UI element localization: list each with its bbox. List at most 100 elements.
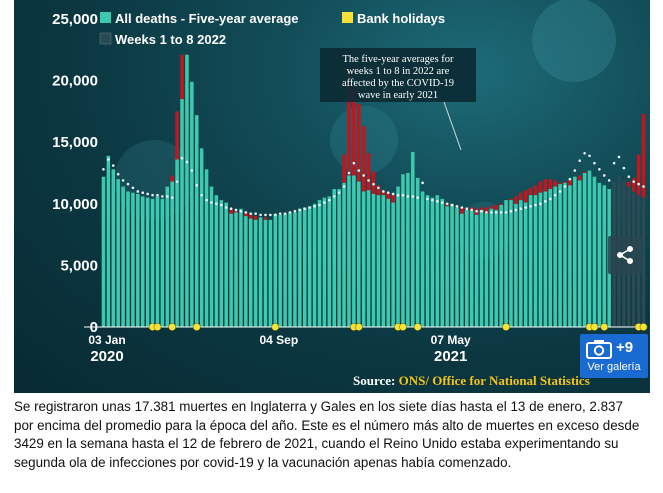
excess-bar	[253, 216, 258, 220]
bar	[327, 196, 332, 327]
x-tick-year: 2021	[434, 348, 467, 365]
bar	[145, 197, 150, 327]
bar	[386, 198, 390, 327]
average-dot	[460, 206, 464, 209]
bar	[519, 200, 523, 327]
excess-bar	[175, 111, 179, 160]
bar	[528, 195, 533, 327]
excess-bar	[460, 207, 464, 214]
average-dot	[283, 212, 287, 215]
legend-weeks-2022: Weeks 1 to 8 2022	[115, 32, 226, 47]
average-dot	[627, 175, 631, 178]
average-dot	[200, 193, 203, 197]
bar-chart: All deaths - Five-year average Bank holi…	[52, 0, 648, 388]
bar	[460, 213, 464, 327]
bar	[425, 195, 430, 327]
average-dot	[534, 203, 537, 207]
bar	[273, 213, 278, 327]
excess-bar	[386, 192, 390, 199]
bar	[175, 159, 179, 327]
average-dot	[111, 164, 115, 167]
bank-holiday-markers	[148, 323, 648, 331]
average-dot	[107, 158, 110, 161]
average-dot	[205, 198, 208, 202]
average-dot	[553, 193, 557, 197]
average-dot	[303, 207, 307, 211]
excess-bar	[234, 211, 238, 213]
excess-bar	[391, 195, 395, 203]
average-dot	[185, 160, 189, 164]
excess-bar	[361, 126, 366, 192]
average-dot	[632, 180, 636, 183]
average-dot	[116, 172, 120, 176]
excess-bar	[514, 196, 518, 204]
bar	[597, 182, 602, 327]
bar	[234, 212, 238, 327]
bar	[258, 217, 263, 327]
bar	[465, 209, 469, 327]
bar	[248, 218, 253, 327]
bar	[548, 189, 553, 327]
average-dot	[175, 180, 179, 183]
average-dot	[563, 185, 567, 188]
bar	[489, 208, 494, 327]
bar	[342, 182, 346, 327]
x-tick-date: 03 Jan	[88, 333, 125, 347]
bar	[150, 198, 155, 327]
gallery-button[interactable]: +9 Ver galería	[580, 334, 648, 378]
average-dot	[219, 203, 223, 207]
bank-holiday-dot	[639, 323, 648, 331]
legend-swatch-all-deaths	[100, 12, 111, 23]
bar	[553, 186, 557, 327]
share-button[interactable]	[608, 236, 642, 274]
x-tick-date: 04 Sep	[259, 333, 298, 347]
y-tick-label: 25,000	[52, 11, 98, 28]
average-dot	[470, 208, 473, 212]
average-dot	[519, 207, 523, 211]
average-dot	[406, 195, 410, 198]
excess-bar	[528, 187, 533, 196]
average-dot	[465, 207, 469, 211]
bar	[587, 170, 592, 327]
bar	[440, 198, 445, 327]
average-dot	[239, 209, 243, 213]
average-dot	[274, 213, 277, 217]
average-dot	[318, 203, 321, 207]
annotation-line-4: wave in early 2021	[358, 90, 438, 101]
average-dot	[264, 213, 267, 217]
bar	[106, 155, 111, 327]
average-dot	[367, 179, 370, 182]
bar	[563, 182, 567, 327]
bar	[116, 179, 120, 327]
excess-bar	[553, 180, 557, 187]
excess-bar	[558, 182, 562, 185]
bar	[268, 219, 273, 327]
average-dot	[259, 213, 262, 217]
average-dot	[156, 193, 159, 197]
excess-bar	[180, 54, 184, 100]
excess-bar	[631, 177, 636, 192]
average-dot	[386, 191, 390, 195]
bank-holiday-dot	[168, 323, 177, 331]
excess-bar	[366, 153, 371, 191]
average-dot	[190, 169, 194, 172]
bank-holiday-dot	[399, 323, 407, 331]
bank-holiday-dot	[354, 323, 363, 331]
bar	[415, 177, 420, 327]
average-dot	[151, 193, 154, 197]
bar	[573, 176, 577, 327]
bar	[543, 191, 548, 327]
average-dot	[332, 195, 336, 198]
bar	[317, 200, 322, 327]
excess-bar	[538, 181, 543, 193]
excess-bar	[376, 185, 381, 196]
gallery-label: Ver galería	[587, 361, 641, 373]
bar	[376, 195, 381, 327]
excess-bar	[170, 175, 174, 182]
average-dot	[234, 208, 238, 212]
bar	[504, 200, 508, 327]
bar	[509, 200, 513, 327]
excess-bar	[484, 207, 489, 214]
